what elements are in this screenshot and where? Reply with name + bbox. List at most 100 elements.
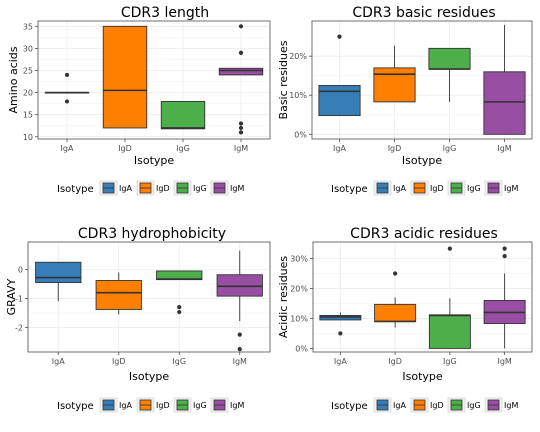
- y-axis-label: Acidic residues: [277, 256, 290, 339]
- legend-item-igd: IgD: [410, 180, 444, 196]
- outlier-point: [64, 99, 70, 104]
- x-tick-label: IgD: [388, 357, 402, 366]
- legend-label: IgG: [193, 401, 207, 410]
- legend-label: IgA: [393, 401, 406, 410]
- legend-title: Isotype: [57, 184, 94, 195]
- x-tick-label: IgG: [443, 357, 457, 366]
- outlier-point: [502, 246, 507, 251]
- x-tick-label: IgD: [388, 144, 402, 153]
- legend-item-igm: IgM: [210, 397, 244, 413]
- legend-label: IgM: [230, 401, 244, 410]
- y-tick-label: -2: [15, 323, 23, 332]
- box-body: [35, 261, 82, 283]
- x-tick-label: IgM: [234, 144, 248, 153]
- box-igm: [216, 250, 263, 352]
- box-body: [428, 47, 471, 70]
- y-axis-label: Basic residues: [277, 40, 290, 119]
- x-tick-label: IgD: [112, 357, 126, 366]
- x-tick-label: IgM: [497, 144, 511, 153]
- box-iga: [44, 72, 90, 104]
- panel-title: CDR3 length: [121, 5, 209, 21]
- y-tick-label: 15: [23, 111, 33, 120]
- outlier-point: [237, 347, 242, 352]
- box-body: [318, 85, 361, 117]
- y-tick-label: 0%: [295, 344, 308, 353]
- x-tick-label: IgA: [333, 144, 346, 153]
- box-body: [218, 67, 264, 76]
- outlier-point: [238, 121, 244, 126]
- outlier-point: [177, 309, 182, 315]
- outlier-point: [337, 34, 342, 39]
- box-igg: [160, 100, 206, 130]
- legend: Isotype IgA IgD IgG IgM: [57, 397, 244, 413]
- legend-title: Isotype: [331, 401, 368, 412]
- legend-label: IgD: [156, 184, 170, 193]
- box-igd: [95, 272, 142, 315]
- x-axis-label: Isotype: [129, 370, 170, 383]
- x-tick-label: IgG: [172, 357, 186, 366]
- legend-label: IgA: [119, 184, 132, 193]
- box-iga: [35, 261, 82, 302]
- box-igm: [218, 24, 264, 135]
- y-tick-label: 0: [18, 266, 23, 275]
- y-tick-label: 10%: [289, 91, 307, 100]
- box-igd: [102, 25, 148, 129]
- outlier-point: [177, 305, 182, 310]
- legend-item-igg: IgG: [173, 397, 207, 413]
- legend-label: IgD: [430, 184, 444, 193]
- legend: Isotype IgA IgD IgG IgM: [331, 397, 518, 413]
- chart-panel-1: 10 15 20 25 30 35 IgA IgD IgG IgM CDR3 length Isoty…: [7, 5, 271, 196]
- outlier-point: [237, 332, 242, 337]
- y-tick-label: 25: [23, 66, 33, 75]
- y-tick-label: 20%: [289, 52, 307, 61]
- legend: Isotype IgA IgD IgG IgM: [57, 180, 244, 196]
- legend-label: IgD: [156, 401, 170, 410]
- box-body: [428, 314, 471, 349]
- legend: Isotype IgA IgD IgG IgM: [331, 180, 518, 196]
- box-body: [102, 25, 148, 129]
- x-tick-label: IgG: [176, 144, 190, 153]
- legend-item-iga: IgA: [99, 397, 132, 413]
- x-tick-label: IgM: [233, 357, 247, 366]
- box-igd: [373, 45, 416, 103]
- legend-label: IgD: [430, 401, 444, 410]
- legend-label: IgG: [467, 401, 481, 410]
- x-axis-label: Isotype: [402, 154, 443, 167]
- outlier-point: [338, 331, 343, 336]
- panel-border: [311, 20, 533, 140]
- legend-item-igm: IgM: [484, 180, 518, 196]
- box-igm: [483, 24, 526, 135]
- legend-title: Isotype: [57, 401, 94, 412]
- y-tick-label: 30%: [290, 254, 308, 263]
- box-body: [373, 67, 416, 103]
- chart-panel-2: 0% 10% 20% IgA IgD IgG IgM CDR3 basic residues I…: [277, 5, 533, 196]
- legend-label: IgM: [230, 184, 244, 193]
- box-iga: [319, 312, 362, 336]
- y-tick-label: 0%: [294, 130, 307, 139]
- legend-label: IgM: [504, 401, 518, 410]
- y-tick-label: 10: [23, 133, 33, 142]
- box-igm: [483, 246, 526, 349]
- legend-item-igd: IgD: [136, 180, 170, 196]
- x-axis-label: Isotype: [134, 154, 175, 167]
- box-igg: [428, 246, 471, 349]
- plot-area: [38, 21, 270, 139]
- legend-item-iga: IgA: [99, 180, 132, 196]
- box-igg: [156, 270, 203, 315]
- legend-label: IgG: [467, 184, 481, 193]
- legend-title: Isotype: [331, 184, 368, 195]
- legend-item-igm: IgM: [210, 180, 244, 196]
- y-axis-label: Amino acids: [7, 46, 20, 113]
- legend-item-igm: IgM: [484, 397, 518, 413]
- panel-border: [27, 241, 271, 353]
- chart-panel-4: 0% 10% 20% 30% IgA IgD IgG IgM CDR3 acidic resid…: [277, 226, 533, 413]
- outlier-point: [238, 24, 244, 29]
- legend-label: IgG: [193, 184, 207, 193]
- x-tick-label: IgA: [52, 357, 65, 366]
- panel-title: CDR3 hydrophobicity: [78, 226, 226, 242]
- outlier-point: [238, 125, 244, 131]
- outlier-point: [64, 72, 70, 78]
- legend-item-igd: IgD: [136, 397, 170, 413]
- y-tick-label: 30: [23, 44, 33, 53]
